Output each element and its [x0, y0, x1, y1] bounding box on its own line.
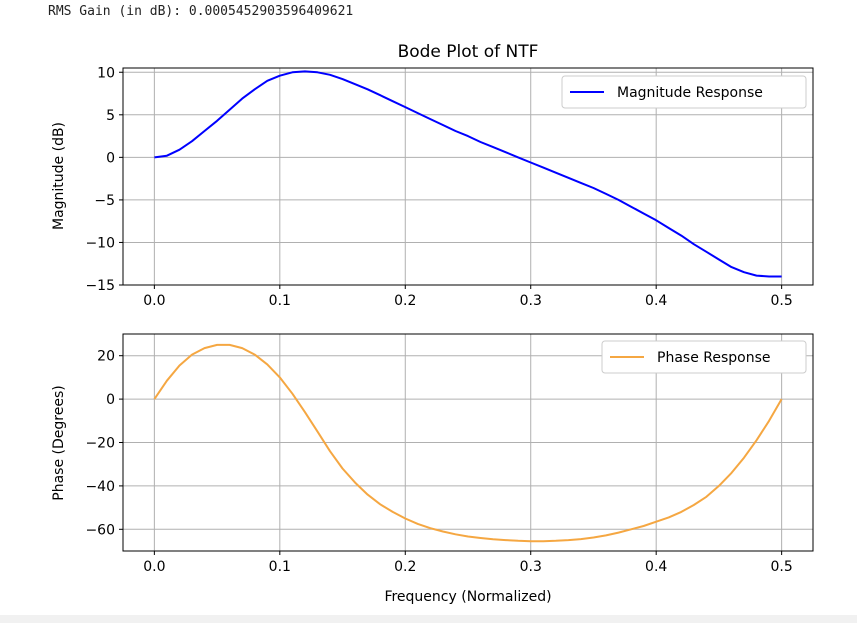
- y-tick-label: −10: [85, 235, 115, 251]
- x-tick-label: 0.0: [143, 293, 165, 309]
- y-tick-label: 0: [106, 392, 115, 408]
- x-tick-label: 0.2: [394, 559, 416, 575]
- phase-subplot: 0.0 0.1 0.2 0.3 0.4 0.5 20 0 −20 −40 −60 Phase (De…: [51, 333, 814, 605]
- x-tick-label: 0.5: [771, 559, 793, 575]
- legend-label-phase: Phase Response: [657, 350, 771, 366]
- bottom-scroll-edge: [0, 615, 857, 623]
- series-line: [153, 343, 783, 543]
- phase-ticks: 0.0 0.1 0.2 0.3 0.4 0.5 20 0 −20 −40 −60: [85, 349, 792, 575]
- magnitude-axes-frame: [122, 67, 814, 286]
- y-tick-label: 5: [106, 108, 115, 124]
- magnitude-ylabel: Magnitude (dB): [51, 122, 67, 230]
- y-tick-label: −20: [85, 436, 115, 452]
- x-tick-label: 0.1: [269, 293, 291, 309]
- y-tick-label: 10: [97, 65, 115, 81]
- phase-line-layer: [153, 343, 783, 543]
- magnitude-line-layer: [154, 70, 782, 278]
- y-tick-label: 0: [106, 150, 115, 166]
- phase-legend: Phase Response: [601, 340, 807, 374]
- x-tick-label: 0.5: [771, 293, 793, 309]
- phase-xlabel: Frequency (Normalized): [384, 589, 551, 605]
- x-tick-label: 0.3: [520, 293, 542, 309]
- stdout-text: RMS Gain (in dB): 0.0005452903596409621: [48, 4, 354, 19]
- y-tick-label: 20: [97, 349, 115, 365]
- legend-box: [601, 340, 807, 374]
- legend-label-magnitude: Magnitude Response: [617, 85, 763, 101]
- magnitude-subplot: Bode Plot of NTF 0.0 0.1 0.2 0.3 0.4 0.5 10 5 0 −…: [51, 42, 814, 309]
- x-tick-label: 0.4: [645, 559, 667, 575]
- x-tick-label: 0.4: [645, 293, 667, 309]
- magnitude-legend: Magnitude Response: [561, 75, 807, 109]
- phase-ylabel: Phase (Degrees): [51, 385, 67, 500]
- chart-title: Bode Plot of NTF: [398, 42, 539, 62]
- series-line: [154, 70, 782, 278]
- y-tick-label: −40: [85, 479, 115, 495]
- y-tick-label: −5: [94, 193, 115, 209]
- y-tick-label: −60: [85, 522, 115, 538]
- x-tick-label: 0.0: [143, 559, 165, 575]
- legend-box: [561, 75, 807, 109]
- magnitude-ticks: 0.0 0.1 0.2 0.3 0.4 0.5 10 5 0 −5 −10 −15: [85, 65, 792, 309]
- y-tick-label: −15: [85, 278, 115, 294]
- x-tick-label: 0.1: [269, 559, 291, 575]
- x-tick-label: 0.3: [520, 559, 542, 575]
- x-tick-label: 0.2: [394, 293, 416, 309]
